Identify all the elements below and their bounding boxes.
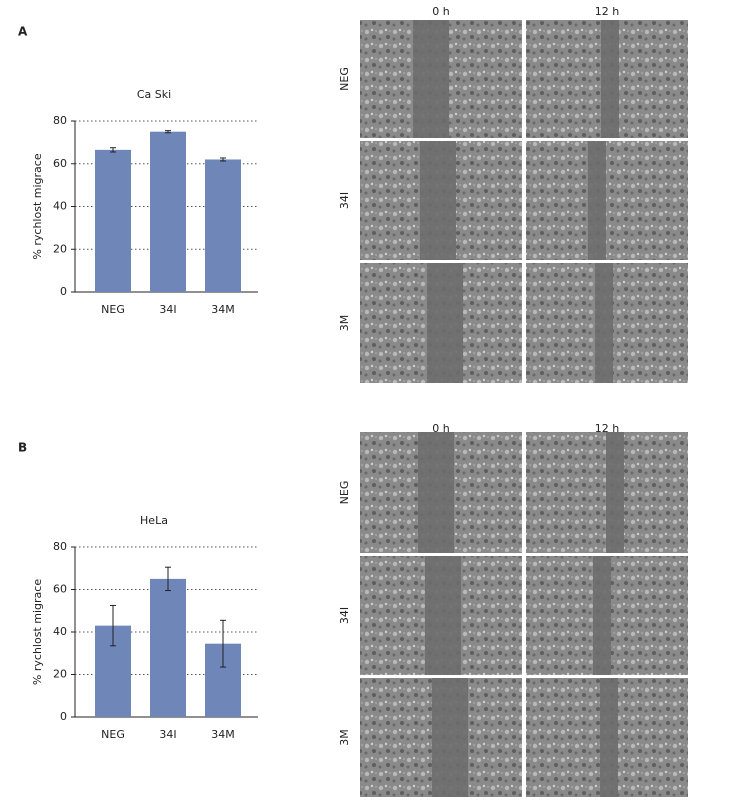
y-axis-label: % rychlost migrace [31,153,44,259]
row-label: 34I [338,607,351,624]
wound-gap [413,20,449,138]
y-tick-label: 40 [53,625,67,638]
row-label: 3M [338,315,351,332]
bar [205,159,241,292]
bar [150,578,186,717]
bar [150,131,186,292]
y-tick-label: 40 [53,200,67,213]
chart-title: HeLa [140,514,168,527]
column-label: 0 h [432,422,449,435]
micrograph [526,141,688,260]
wound-gap [606,432,624,553]
wound-gap [418,432,454,553]
x-tick-label: NEG [101,728,125,741]
wound-gap [432,678,468,797]
column-label: 12 h [595,5,619,18]
wound-gap [588,141,606,260]
row-label: 34I [338,192,351,209]
bar [95,149,131,292]
y-tick-label: 0 [60,710,67,723]
x-tick-label: 34I [159,303,176,316]
wound-gap [593,556,611,675]
column-label: 0 h [432,5,449,18]
wound-gap [595,263,613,383]
row-label: NEG [338,67,351,91]
x-tick-label: 34I [159,728,176,741]
x-tick-label: 34M [211,728,235,741]
panel-label: A [18,25,28,39]
panel-label: B [18,441,27,455]
column-label: 12 h [595,422,619,435]
y-axis-label: % rychlost migrace [31,579,44,685]
wound-gap [600,678,618,797]
row-label: 3M [338,729,351,746]
y-tick-label: 0 [60,285,67,298]
y-tick-label: 20 [53,668,67,681]
wound-gap [427,263,463,383]
y-tick-label: 80 [53,114,67,127]
x-tick-label: NEG [101,303,125,316]
chart-title: Ca Ski [137,88,171,101]
wound-gap [601,20,619,138]
y-tick-label: 60 [53,583,67,596]
y-tick-label: 20 [53,242,67,255]
x-tick-label: 34M [211,303,235,316]
wound-gap [425,556,461,675]
y-tick-label: 60 [53,157,67,170]
y-tick-label: 80 [53,540,67,553]
row-label: NEG [338,481,351,505]
wound-gap [420,141,456,260]
